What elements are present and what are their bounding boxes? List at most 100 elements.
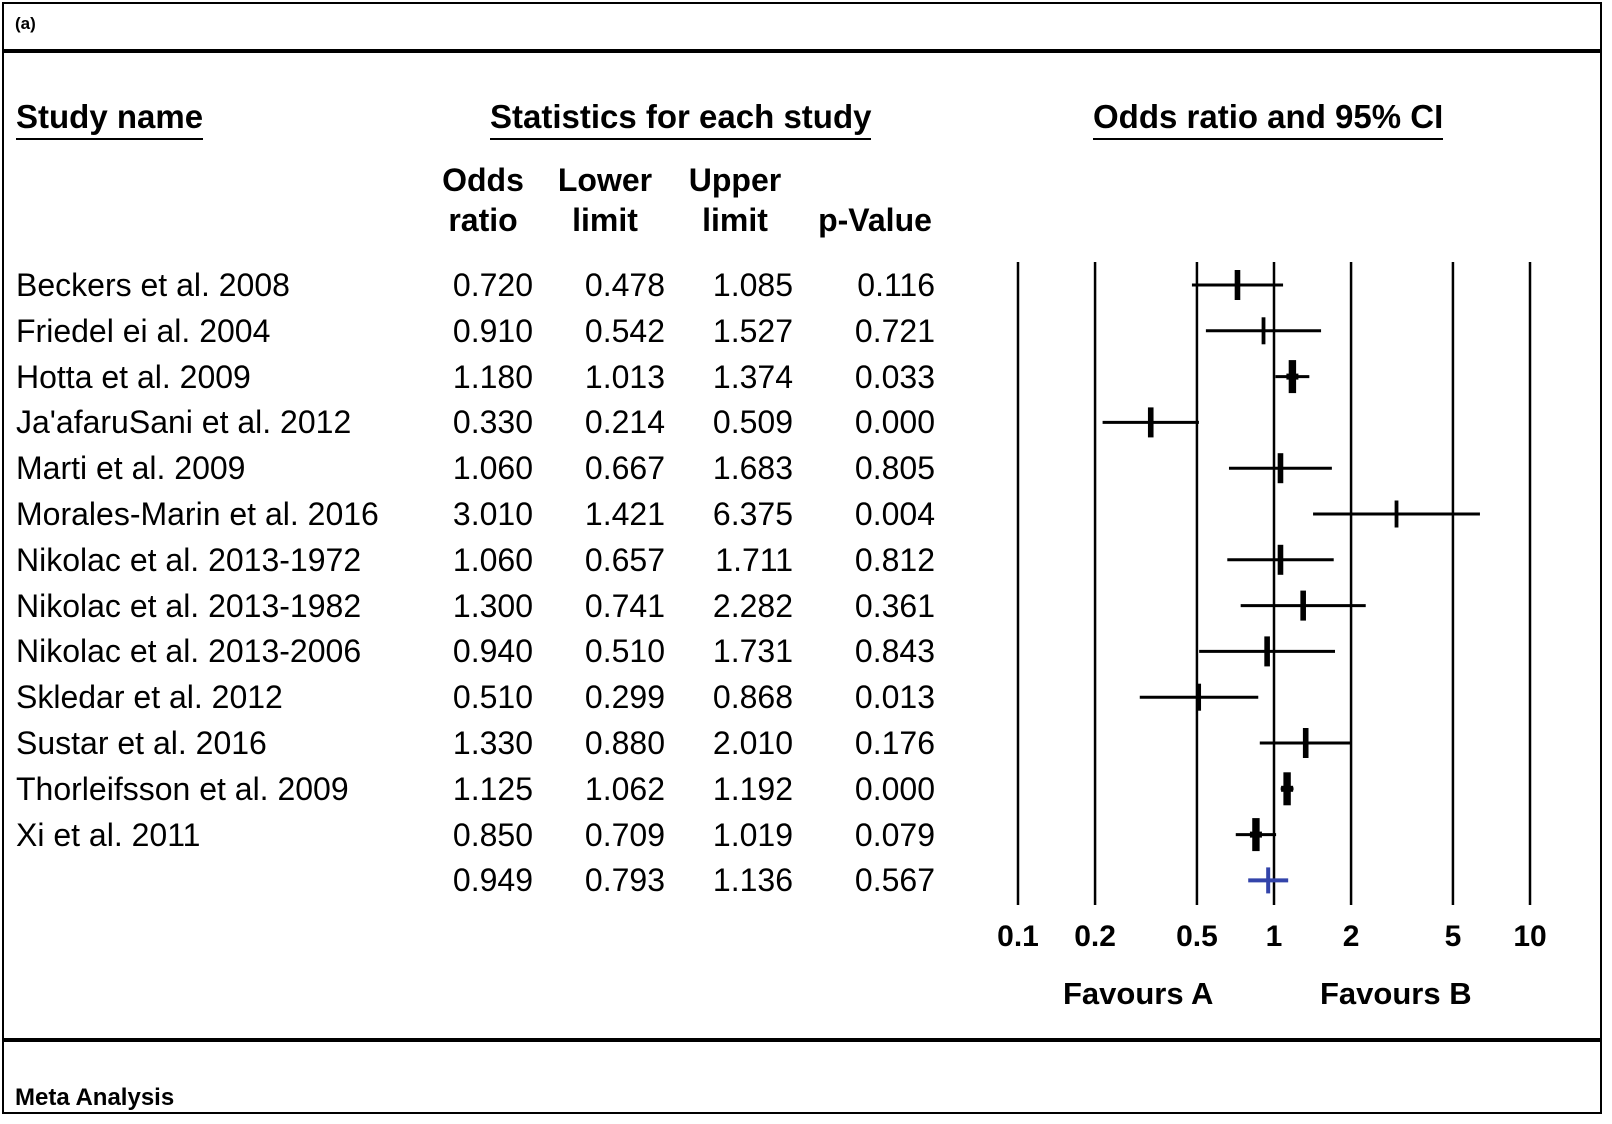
- study-name-cell: Skledar et al. 2012: [16, 679, 283, 716]
- point-estimate-box: [1286, 373, 1299, 380]
- study-odds-ratio-cell: 0.330: [452, 404, 533, 441]
- study-name-cell: Friedel ei al. 2004: [16, 312, 271, 349]
- study-upper-limit-cell: 0.509: [712, 404, 793, 441]
- study-upper-limit-cell: 1.711: [715, 541, 793, 578]
- study-name-header: Study name: [16, 98, 204, 140]
- study-p-value-cell: 0.013: [854, 679, 935, 716]
- point-estimate: [1302, 728, 1309, 758]
- study-name-cell: Sustar et al. 2016: [16, 725, 267, 761]
- point-estimate: [1147, 407, 1154, 438]
- study-lower-limit-cell: 0.510: [584, 633, 665, 670]
- favours-b-label: Favours B: [1320, 976, 1472, 1011]
- study-p-value-cell: 0.000: [854, 770, 935, 807]
- study-p-value-cell: 0.805: [854, 450, 935, 487]
- study-p-value-cell: 0.079: [854, 816, 935, 853]
- study-name-cell: Beckers et al. 2008: [16, 267, 290, 303]
- plot-header: Odds ratio and 95% CI: [1093, 98, 1444, 140]
- study-upper-limit-cell: 1.374: [712, 358, 793, 395]
- study-upper-limit-cell: 1.192: [712, 770, 793, 807]
- study-upper-limit-cell: 1.683: [712, 450, 793, 487]
- study-lower-limit-cell: 0.478: [584, 267, 665, 303]
- study-odds-ratio-cell: 0.850: [452, 816, 533, 853]
- study-odds-ratio-cell: 1.180: [452, 358, 533, 395]
- study-p-value-cell: 0.812: [854, 541, 935, 578]
- study-odds-ratio-cell: 1.060: [452, 541, 533, 578]
- study-odds-ratio-cell: 1.300: [452, 587, 533, 624]
- study-lower-limit-cell: 0.880: [584, 725, 665, 761]
- study-p-value-cell: 0.361: [854, 587, 935, 624]
- tick-label: 0.1: [997, 920, 1039, 953]
- tick-label: 5: [1445, 920, 1462, 953]
- point-estimate: [1261, 317, 1266, 345]
- study-lower-limit-cell: 0.709: [584, 816, 665, 853]
- tick-label: 1: [1266, 920, 1283, 953]
- study-upper-limit-cell: 1.019: [712, 816, 793, 853]
- study-odds-ratio-cell: 0.910: [452, 312, 533, 349]
- study-upper-limit-cell: 1.527: [712, 312, 793, 349]
- study-odds-ratio-cell: 0.720: [452, 267, 533, 303]
- study-lower-limit-cell: 0.667: [584, 450, 665, 487]
- study-upper-limit-cell: 6.375: [712, 496, 793, 532]
- point-estimate: [1197, 683, 1202, 711]
- point-estimate: [1277, 544, 1284, 575]
- point-estimate: [1234, 270, 1241, 300]
- upper-limit-header-line1: Upper: [688, 162, 782, 198]
- study-name-cell: Nikolac et al. 2013-2006: [16, 633, 362, 670]
- study-name-cell: Ja'afaruSani et al. 2012: [16, 404, 352, 441]
- study-odds-ratio-cell: 1.060: [452, 450, 533, 487]
- study-upper-limit-cell: 2.282: [712, 587, 793, 624]
- odds-ratio-header: Odds ratio: [433, 160, 533, 240]
- point-estimate: [1300, 590, 1306, 621]
- upper-limit-header-line2: limit: [702, 202, 768, 238]
- study-lower-limit-cell: 1.062: [584, 770, 665, 807]
- study-p-value-cell: 0.000: [854, 404, 935, 441]
- study-name-cell: Morales-Marin et al. 2016: [16, 496, 379, 532]
- upper-limit-header: Upper limit: [680, 160, 790, 240]
- study-p-value-cell: 0.721: [854, 312, 935, 349]
- odds-ratio-header-line1: Odds: [442, 162, 524, 198]
- p-value-header: p-Value: [818, 202, 932, 238]
- study-p-value-cell: 0.033: [854, 358, 935, 395]
- panel-label: (a): [15, 14, 36, 33]
- top-rule: [2, 49, 1602, 53]
- study-upper-limit-cell: 2.010: [712, 725, 793, 761]
- study-p-value-cell: 0.116: [857, 267, 935, 303]
- study-name-cell: Marti et al. 2009: [16, 450, 246, 487]
- study-odds-ratio-cell: 1.330: [452, 725, 533, 761]
- point-estimate-box: [1281, 785, 1294, 792]
- lower-limit-header-line2: limit: [572, 202, 638, 238]
- point-estimate: [1277, 453, 1284, 484]
- odds-ratio-header-line2: ratio: [448, 202, 518, 238]
- summary-odds-ratio-cell: 0.949: [452, 862, 533, 899]
- tick-label: 0.2: [1074, 920, 1116, 953]
- study-lower-limit-cell: 0.542: [584, 312, 665, 349]
- footer-label: Meta Analysis: [15, 1084, 175, 1111]
- study-odds-ratio-cell: 3.010: [452, 496, 533, 532]
- study-odds-ratio-cell: 0.940: [452, 633, 533, 670]
- study-name-cell: Nikolac et al. 2013-1982: [16, 587, 362, 624]
- study-lower-limit-cell: 0.299: [584, 679, 665, 716]
- study-odds-ratio-cell: 1.125: [452, 770, 533, 807]
- summary-p-value-cell: 0.567: [854, 862, 935, 899]
- study-p-value-cell: 0.004: [854, 496, 935, 532]
- study-name-cell: Xi et al. 2011: [16, 816, 201, 853]
- tick-label: 10: [1513, 920, 1546, 953]
- tick-label: 0.5: [1176, 920, 1218, 953]
- study-upper-limit-cell: 1.731: [712, 633, 793, 670]
- study-name-cell: Thorleifsson et al. 2009: [16, 770, 349, 807]
- lower-limit-header-line1: Lower: [557, 162, 653, 198]
- study-lower-limit-cell: 0.657: [584, 541, 665, 578]
- study-upper-limit-cell: 1.085: [712, 267, 793, 303]
- summary-upper-limit-cell: 1.136: [712, 862, 793, 899]
- point-estimate-box: [1249, 831, 1262, 838]
- study-name-cell: Hotta et al. 2009: [16, 358, 251, 395]
- point-estimate: [1394, 500, 1399, 528]
- study-lower-limit-cell: 1.013: [584, 358, 665, 395]
- summary-lower-limit-cell: 0.793: [584, 862, 665, 899]
- study-lower-limit-cell: 0.214: [584, 404, 665, 441]
- study-upper-limit-cell: 0.868: [712, 679, 793, 716]
- study-lower-limit-cell: 0.741: [584, 587, 665, 624]
- point-estimate: [1264, 636, 1270, 667]
